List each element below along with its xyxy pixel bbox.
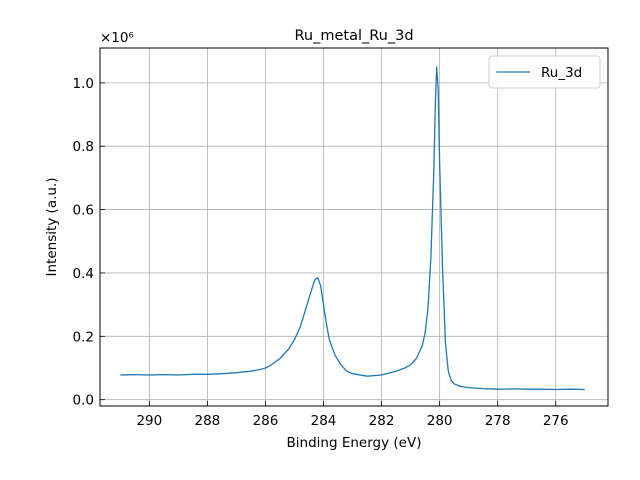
x-tick-label: 286 [253,413,279,429]
legend-frame [488,55,601,89]
x-axis-ticks: 290 288 286 284 282 280 278 276 [136,401,569,429]
legend-label: Ru_3d [541,65,582,81]
x-tick-label: 290 [136,413,162,429]
y-tick-label: 0.8 [73,139,94,155]
plot-area-frame [99,47,609,407]
x-tick-label: 288 [195,413,221,429]
y-tick-label: 0.2 [73,329,94,345]
x-tick-label: 282 [369,413,395,429]
x-tick-label: 278 [485,413,511,429]
y-tick-label: 0.4 [73,266,94,282]
y-axis-ticks: 0.0 0.2 0.4 0.6 0.8 1.0 [73,76,105,409]
x-axis-label: Binding Energy (eV) [287,435,422,451]
y-tick-label: 0.6 [73,203,94,219]
series-line-ru-3d [120,66,585,391]
y-tick-label: 1.0 [73,76,94,92]
y-axis-label: Intensity (a.u.) [44,178,60,277]
y-axis-offset-text: ×10⁶ [100,30,134,46]
x-tick-label: 276 [543,413,569,429]
grid [100,48,608,406]
legend: Ru_3d [488,55,601,89]
x-tick-label: 284 [311,413,337,429]
x-tick-label: 280 [427,413,453,429]
y-tick-label: 0.0 [73,393,94,409]
chart-title: Ru_metal_Ru_3d [294,28,413,44]
series-layer [120,66,585,391]
